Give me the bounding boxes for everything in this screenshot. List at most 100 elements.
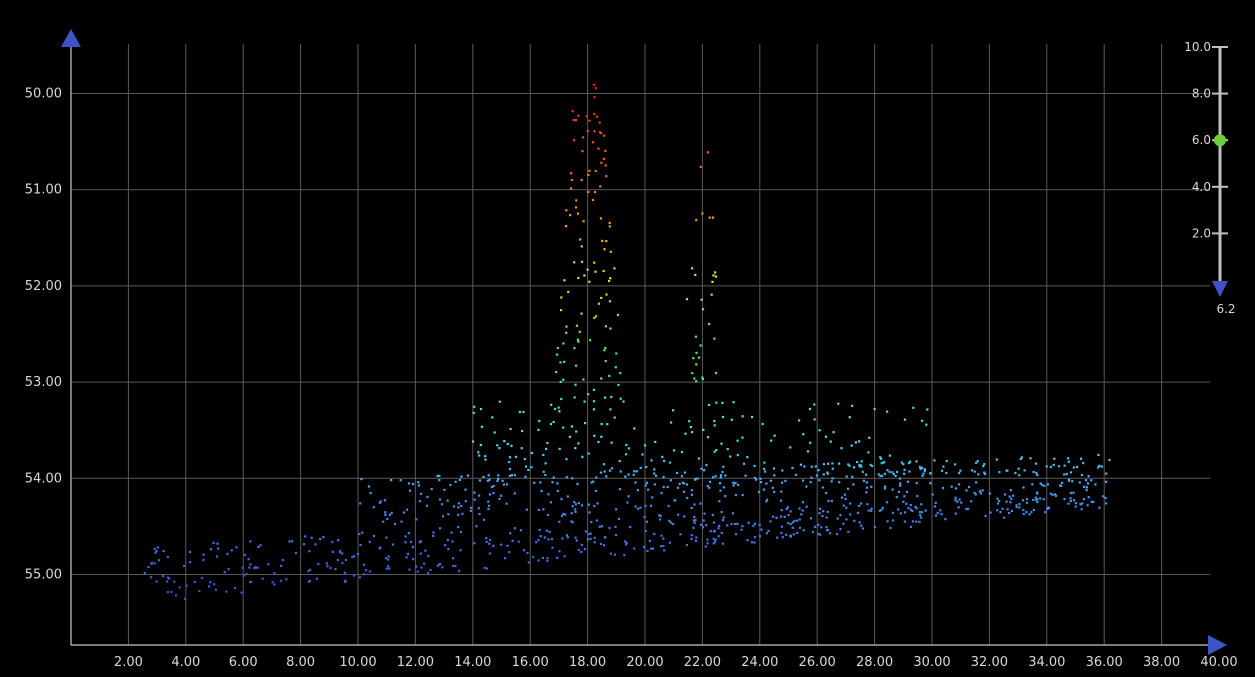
data-point: [419, 552, 422, 555]
slider-handle[interactable]: [1214, 134, 1226, 147]
data-point: [174, 594, 178, 597]
data-point: [603, 470, 606, 473]
data-point: [592, 408, 595, 411]
data-point: [478, 479, 481, 482]
data-point: [705, 463, 708, 467]
data-point: [510, 474, 513, 477]
data-point: [1018, 502, 1021, 506]
data-point: [524, 465, 528, 468]
data-point: [755, 478, 758, 481]
data-point: [227, 568, 230, 571]
data-point: [452, 557, 455, 560]
data-point: [417, 481, 420, 484]
y-axis-arrow-icon[interactable]: [61, 29, 81, 47]
color-range-slider[interactable]: 10.0 8.0 6.0 4.0 2.0 6.2: [1184, 40, 1235, 316]
data-point: [588, 280, 591, 283]
data-point: [438, 563, 441, 566]
data-point: [600, 161, 603, 164]
data-point: [912, 406, 915, 409]
data-point: [537, 539, 540, 542]
data-point: [602, 269, 605, 273]
data-point: [359, 502, 362, 505]
data-point: [1082, 462, 1085, 465]
data-point: [662, 476, 665, 479]
data-point: [1065, 473, 1068, 476]
data-point: [385, 557, 388, 560]
data-point: [839, 514, 842, 517]
data-point: [1029, 457, 1032, 460]
data-point: [358, 533, 361, 536]
data-point: [391, 543, 394, 546]
data-point: [773, 490, 776, 493]
data-point: [473, 542, 476, 545]
x-axis-arrow-icon[interactable]: [1208, 635, 1227, 655]
data-point: [537, 559, 540, 562]
data-point: [971, 469, 974, 472]
data-point: [599, 217, 602, 220]
data-point: [483, 518, 486, 521]
data-point: [504, 557, 507, 560]
data-point: [457, 526, 460, 529]
x-tick-label: 38.00: [1143, 655, 1180, 670]
data-point: [560, 309, 563, 312]
data-point: [1034, 462, 1038, 465]
data-point: [586, 268, 589, 271]
data-point: [193, 580, 196, 583]
data-point: [724, 495, 727, 498]
data-point: [273, 583, 276, 586]
data-point: [734, 533, 738, 536]
data-point: [273, 572, 276, 575]
data-point: [1072, 466, 1075, 469]
data-point: [781, 469, 784, 472]
data-point: [903, 472, 906, 475]
data-point: [589, 532, 592, 535]
data-point: [572, 119, 575, 122]
data-point: [1006, 469, 1009, 472]
slider-tick-label: 2.0: [1192, 226, 1211, 240]
data-point: [791, 521, 794, 524]
data-point: [741, 525, 744, 528]
slider-down-arrow-icon[interactable]: [1212, 281, 1228, 297]
data-point: [954, 512, 957, 515]
data-point: [517, 540, 520, 543]
data-point: [580, 245, 583, 248]
data-point: [720, 531, 723, 534]
data-point: [700, 467, 703, 470]
data-point: [526, 551, 529, 555]
data-point: [1039, 482, 1042, 485]
data-point: [590, 520, 593, 524]
data-point: [663, 549, 666, 552]
data-point: [523, 458, 526, 461]
data-point: [741, 415, 744, 418]
data-point: [818, 479, 821, 482]
data-point: [609, 327, 612, 330]
data-point: [408, 568, 411, 571]
data-point: [426, 571, 430, 575]
data-point: [860, 460, 863, 463]
data-point: [879, 456, 882, 459]
data-point: [369, 491, 372, 495]
data-point: [899, 512, 902, 515]
data-point: [860, 502, 863, 505]
data-point: [849, 502, 852, 505]
data-point: [765, 482, 768, 485]
data-point: [1063, 473, 1066, 476]
data-point: [1005, 500, 1008, 503]
data-point: [1086, 482, 1089, 485]
data-point: [488, 478, 491, 481]
data-point: [248, 566, 251, 569]
data-point: [678, 482, 681, 485]
data-point: [1069, 471, 1073, 474]
data-point: [878, 509, 881, 512]
data-point: [758, 535, 761, 538]
data-point: [605, 175, 608, 178]
data-point: [189, 550, 192, 553]
data-point: [903, 495, 906, 498]
data-point: [798, 526, 802, 529]
data-point: [488, 542, 491, 545]
data-point: [1071, 480, 1074, 483]
data-point: [780, 490, 783, 493]
data-point: [570, 178, 573, 182]
data-point: [691, 431, 694, 434]
data-point: [707, 436, 710, 439]
